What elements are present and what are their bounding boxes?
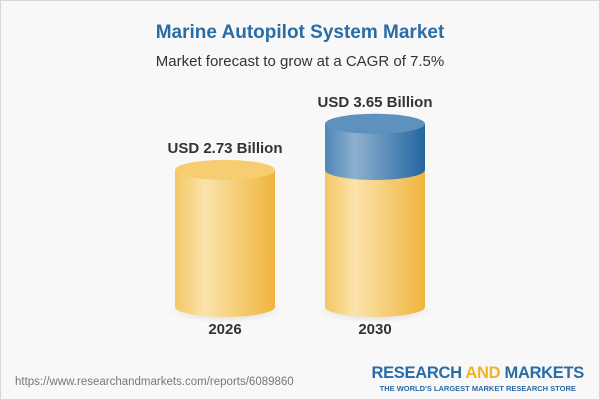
chart-subtitle: Market forecast to grow at a CAGR of 7.5… [155, 53, 445, 70]
logo-text-markets: MARKETS [500, 364, 585, 382]
data-label: USD 2.73 Billion [167, 140, 282, 157]
cylinder-top-cap [325, 113, 425, 134]
data-label: USD 3.65 Billion [317, 94, 432, 111]
cylinder-growth-segment [325, 123, 425, 180]
category-label: 2030 [358, 321, 391, 338]
logo-tagline: THE WORLD'S LARGEST MARKET RESEARCH STOR… [379, 384, 576, 393]
chart-title: Marine Autopilot System Market [155, 22, 445, 43]
logo-text-and: AND [465, 364, 501, 382]
research-and-markets-logo: RESEARCH AND MARKETS THE WORLD'S LARGEST… [371, 364, 584, 393]
category-label: 2026 [208, 321, 241, 338]
cylinder-top-cap [175, 159, 275, 180]
cylinder-base-segment [175, 169, 275, 317]
logo-text-research: RESEARCH [371, 364, 466, 382]
cylinder-base-segment [325, 169, 425, 317]
source-url[interactable]: https://www.researchandmarkets.com/repor… [15, 376, 294, 388]
